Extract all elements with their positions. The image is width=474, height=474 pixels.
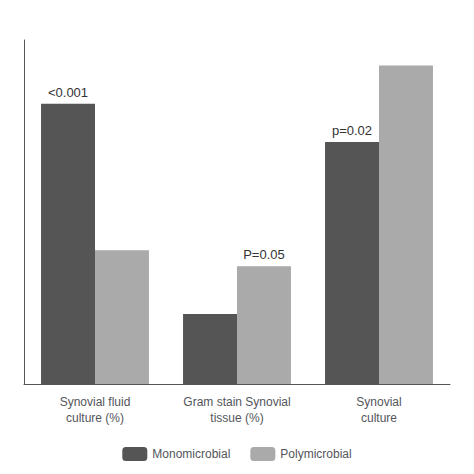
svg-text:p=0.02: p=0.02 [332,123,372,138]
svg-text:Polymicrobial: Polymicrobial [280,447,351,461]
svg-text:Monomicrobial: Monomicrobial [152,447,230,461]
svg-text:culture (%): culture (%) [66,411,124,425]
svg-text:<0.001: <0.001 [48,85,88,100]
svg-text:Synovial: Synovial [356,395,401,409]
svg-text:culture: culture [361,411,397,425]
svg-text:tissue (%): tissue (%) [210,411,263,425]
svg-text:Gram stain Synovial: Gram stain Synovial [183,395,290,409]
svg-text:Synovial fluid: Synovial fluid [60,395,131,409]
svg-text:P=0.05: P=0.05 [243,247,285,262]
